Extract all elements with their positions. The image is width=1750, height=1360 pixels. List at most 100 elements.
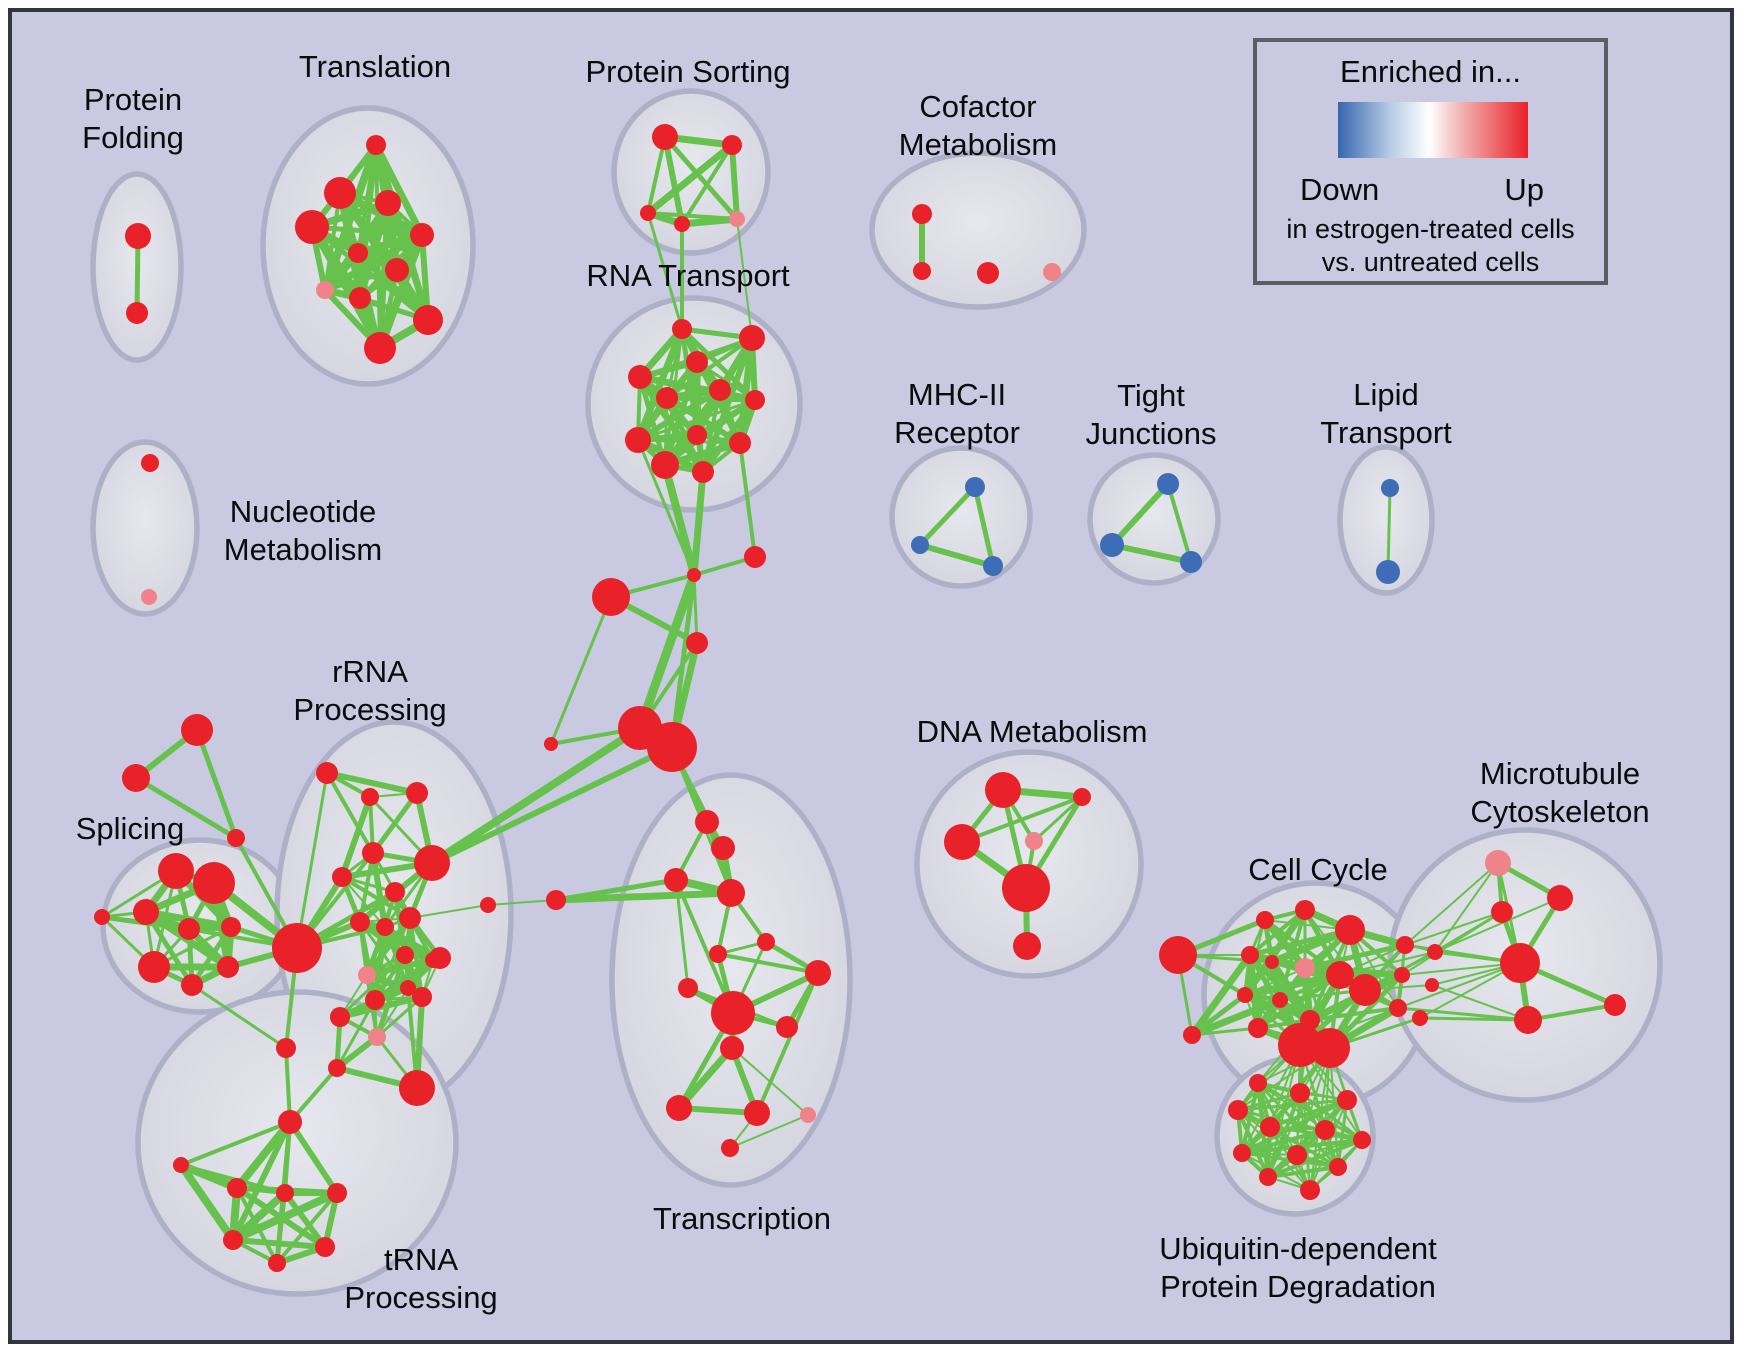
node[interactable]	[911, 536, 929, 554]
node[interactable]	[1278, 1023, 1322, 1067]
node[interactable]	[1259, 1168, 1277, 1186]
node[interactable]	[1233, 1144, 1251, 1162]
node[interactable]	[729, 432, 751, 454]
node[interactable]	[1349, 974, 1381, 1006]
node[interactable]	[173, 1157, 189, 1173]
node[interactable]	[722, 135, 742, 155]
node[interactable]	[1043, 263, 1061, 281]
node[interactable]	[295, 210, 329, 244]
node[interactable]	[348, 243, 368, 263]
node[interactable]	[375, 190, 401, 216]
node[interactable]	[361, 788, 379, 806]
node[interactable]	[328, 1059, 346, 1077]
node[interactable]	[1295, 900, 1315, 920]
node[interactable]	[223, 1230, 243, 1250]
node[interactable]	[362, 842, 384, 864]
node[interactable]	[1337, 1090, 1357, 1110]
node[interactable]	[776, 1016, 798, 1038]
node[interactable]	[546, 890, 566, 910]
node[interactable]	[674, 216, 690, 232]
node[interactable]	[141, 589, 157, 605]
node[interactable]	[181, 974, 203, 996]
node[interactable]	[985, 772, 1021, 808]
node[interactable]	[711, 836, 735, 860]
node[interactable]	[1381, 479, 1399, 497]
node[interactable]	[686, 632, 708, 654]
node[interactable]	[1249, 1074, 1267, 1092]
node[interactable]	[709, 379, 731, 401]
node[interactable]	[1412, 1010, 1428, 1026]
node[interactable]	[1604, 994, 1626, 1016]
node[interactable]	[227, 829, 245, 847]
node[interactable]	[327, 1183, 347, 1203]
node[interactable]	[651, 451, 679, 479]
node[interactable]	[316, 762, 338, 784]
node[interactable]	[376, 918, 394, 936]
node[interactable]	[1389, 999, 1407, 1017]
node[interactable]	[709, 945, 727, 963]
node[interactable]	[1500, 943, 1540, 983]
node[interactable]	[944, 824, 980, 860]
node[interactable]	[1394, 967, 1410, 983]
node[interactable]	[412, 987, 432, 1007]
node[interactable]	[138, 951, 170, 983]
node[interactable]	[414, 845, 450, 881]
node[interactable]	[410, 223, 434, 247]
node[interactable]	[912, 204, 932, 224]
node[interactable]	[1265, 955, 1279, 969]
node[interactable]	[366, 135, 386, 155]
node[interactable]	[647, 722, 697, 772]
node[interactable]	[652, 124, 678, 150]
node[interactable]	[315, 1237, 335, 1257]
node[interactable]	[983, 556, 1003, 576]
node[interactable]	[592, 578, 630, 616]
node[interactable]	[1256, 911, 1274, 929]
node[interactable]	[1329, 1158, 1347, 1176]
node[interactable]	[1396, 936, 1414, 954]
node[interactable]	[744, 1100, 770, 1126]
node[interactable]	[544, 737, 558, 751]
node[interactable]	[625, 427, 651, 453]
node[interactable]	[358, 966, 376, 984]
node[interactable]	[1427, 944, 1443, 960]
node[interactable]	[717, 879, 745, 907]
node[interactable]	[805, 960, 831, 986]
node[interactable]	[316, 281, 334, 299]
node[interactable]	[272, 923, 322, 973]
node[interactable]	[1485, 850, 1511, 876]
node[interactable]	[1013, 932, 1041, 960]
node[interactable]	[1315, 1120, 1335, 1140]
node[interactable]	[1547, 885, 1573, 911]
node[interactable]	[744, 546, 766, 568]
node[interactable]	[278, 1110, 302, 1134]
node[interactable]	[350, 912, 370, 932]
node[interactable]	[664, 868, 688, 892]
node[interactable]	[640, 205, 656, 221]
node[interactable]	[687, 425, 707, 445]
node[interactable]	[227, 1178, 247, 1198]
node[interactable]	[687, 568, 701, 582]
node[interactable]	[349, 287, 371, 309]
node[interactable]	[396, 946, 414, 964]
node[interactable]	[178, 918, 200, 940]
node[interactable]	[678, 978, 698, 998]
node[interactable]	[695, 810, 719, 834]
node[interactable]	[666, 1095, 692, 1121]
node[interactable]	[1326, 961, 1354, 989]
node[interactable]	[368, 1028, 386, 1046]
node[interactable]	[276, 1184, 294, 1202]
node[interactable]	[1272, 992, 1288, 1008]
node[interactable]	[757, 933, 775, 951]
node[interactable]	[406, 782, 428, 804]
node[interactable]	[141, 454, 159, 472]
node[interactable]	[1002, 864, 1050, 912]
node[interactable]	[399, 907, 421, 929]
node[interactable]	[1100, 533, 1124, 557]
node[interactable]	[1300, 1180, 1320, 1200]
node[interactable]	[1157, 473, 1179, 495]
node[interactable]	[672, 319, 692, 339]
node[interactable]	[739, 325, 765, 351]
node[interactable]	[181, 714, 213, 746]
node[interactable]	[1183, 1026, 1201, 1044]
node[interactable]	[1376, 560, 1400, 584]
